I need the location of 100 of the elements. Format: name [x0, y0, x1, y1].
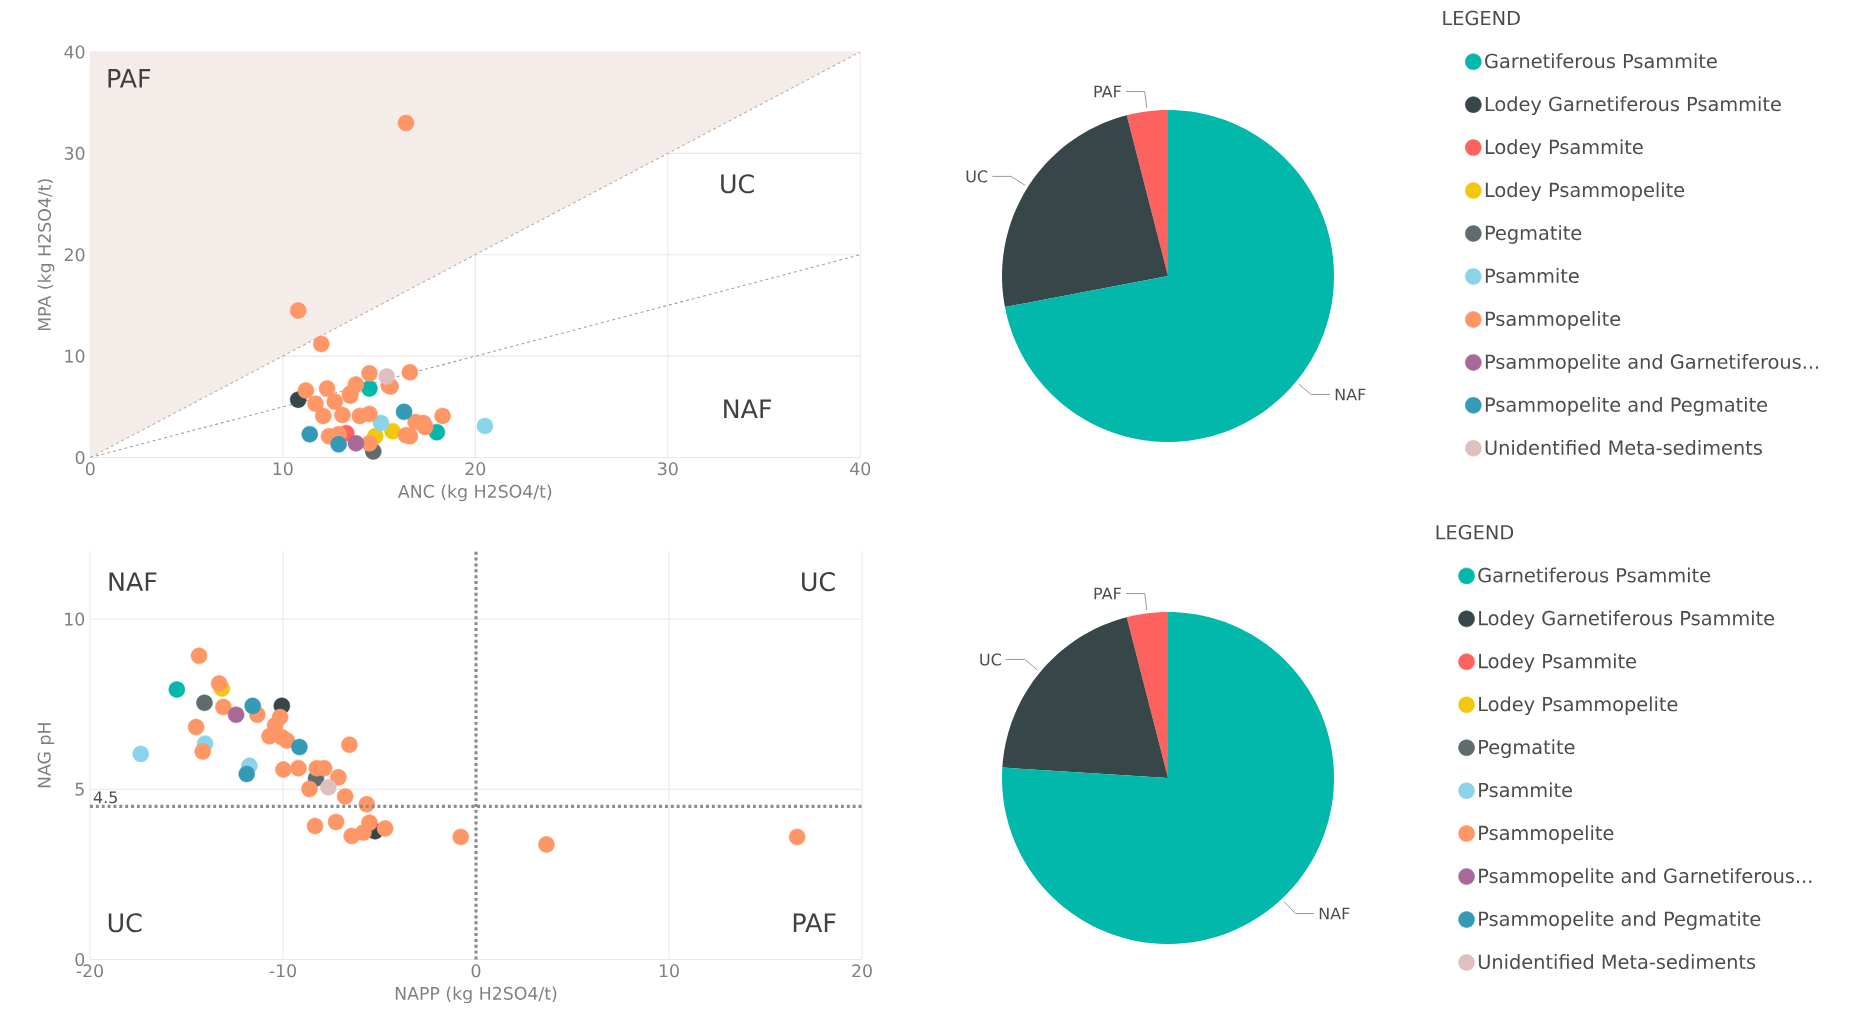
point: [227, 706, 245, 723]
y-axis-title: NAG pH: [37, 723, 55, 788]
x-axis-title: ANC (kg H2SO4/t): [397, 484, 552, 502]
point: [376, 820, 394, 837]
x-axis-title: NAPP (kg H2SO4/t): [395, 986, 557, 1004]
slice-label: UC: [980, 653, 1001, 666]
point: [313, 335, 330, 353]
annotation: PAF: [108, 69, 151, 88]
legend-label: Lodey Garnetiferous Psammite: [1479, 610, 1775, 630]
legend-label: Pegmatite: [1485, 225, 1582, 244]
y-tick-label: 10: [65, 349, 85, 363]
y-tick-label: 5: [75, 782, 84, 796]
slice-label: NAF: [1319, 907, 1350, 920]
point: [330, 436, 347, 453]
slice-label: NAF: [1335, 388, 1366, 401]
point: [301, 780, 318, 798]
point: [372, 414, 390, 432]
x-tick-label: 20: [852, 964, 872, 978]
point: [347, 435, 365, 452]
point: [434, 407, 451, 425]
point: [215, 698, 232, 716]
x-tick-label: 0: [471, 964, 481, 978]
x-tick-label: 10: [659, 964, 679, 978]
point: [187, 718, 205, 736]
legend-label: Pegmatite: [1479, 739, 1575, 759]
legend-label: Lodey Garnetiferous Psammite: [1485, 96, 1781, 116]
legend-label: Garnetiferous Psammite: [1478, 567, 1711, 583]
ref-line-label: 4.5: [93, 791, 117, 804]
point: [361, 405, 378, 423]
legend-label: Lodey Psammopelite: [1479, 696, 1678, 716]
legend-label: Psammite: [1485, 268, 1579, 284]
point: [327, 813, 345, 831]
annotation: UC: [802, 572, 835, 592]
x-tick-label: -20: [76, 964, 103, 978]
point: [334, 406, 351, 424]
point: [190, 647, 208, 665]
legend-label: Lodey Psammopelite: [1485, 182, 1685, 201]
slice-label: PAF: [1094, 85, 1121, 98]
legend-label: Psammopelite: [1479, 825, 1614, 844]
point: [361, 814, 378, 831]
x-tick-label: 40: [850, 462, 871, 476]
point: [168, 681, 186, 698]
point: [196, 694, 213, 712]
point: [297, 382, 315, 399]
point: [395, 403, 413, 421]
point: [238, 765, 255, 783]
legend-title: LEGEND: [1443, 10, 1520, 26]
legend-label: Psammopelite and Garnetiferous...: [1485, 354, 1819, 373]
annotation: UC: [108, 913, 142, 933]
point: [330, 769, 347, 786]
legend-label: Lodey Psammite: [1485, 139, 1643, 158]
point: [289, 302, 307, 319]
y-tick-label: 20: [64, 248, 85, 262]
legend-label: Garnetiferous Psammite: [1485, 53, 1717, 69]
point: [307, 395, 324, 413]
point: [326, 393, 344, 410]
x-tick-label: 20: [465, 462, 486, 476]
point: [132, 745, 150, 763]
x-tick-label: 0: [85, 462, 95, 476]
y-axis-title: MPA (kg H2SO4/t): [37, 179, 55, 331]
annotation: PAF: [793, 913, 836, 932]
y-tick-label: 30: [64, 146, 85, 160]
point: [788, 828, 806, 846]
legend-label: Psammopelite: [1485, 311, 1621, 330]
legend-title: LEGEND: [1436, 524, 1514, 540]
legend-label: Unidentified Meta-sediments: [1478, 954, 1756, 970]
annotation: NAF: [724, 399, 772, 419]
point: [244, 697, 261, 715]
y-tick-label: 0: [75, 450, 85, 465]
point: [476, 417, 494, 435]
point: [397, 114, 415, 132]
x-tick-label: -10: [269, 964, 296, 978]
point: [314, 407, 332, 425]
y-tick-label: 10: [65, 612, 85, 626]
point: [301, 425, 319, 443]
x-tick-label: 10: [273, 462, 293, 476]
legend-label: Psammopelite and Pegmatite: [1479, 911, 1761, 930]
annotation: UC: [721, 174, 754, 194]
slice-label: PAF: [1094, 587, 1121, 600]
point: [378, 368, 396, 385]
y-tick-label: 40: [64, 45, 85, 59]
point: [538, 836, 555, 853]
point: [336, 788, 354, 805]
point: [318, 380, 336, 397]
x-tick-label: 30: [658, 462, 678, 476]
point: [194, 743, 211, 760]
legend-label: Unidentified Meta-sediments: [1485, 439, 1762, 455]
point: [401, 364, 419, 381]
point: [306, 817, 324, 835]
point: [278, 732, 296, 749]
point: [341, 736, 358, 753]
point: [361, 365, 378, 382]
legend-label: Psammopelite and Pegmatite: [1485, 396, 1768, 416]
point: [210, 675, 228, 692]
point: [275, 761, 292, 778]
annotation: NAF: [109, 572, 157, 591]
point: [291, 738, 308, 756]
slice-label: UC: [966, 170, 988, 183]
legend-label: Psammopelite and Garnetiferous...: [1479, 868, 1812, 887]
point: [290, 759, 307, 777]
